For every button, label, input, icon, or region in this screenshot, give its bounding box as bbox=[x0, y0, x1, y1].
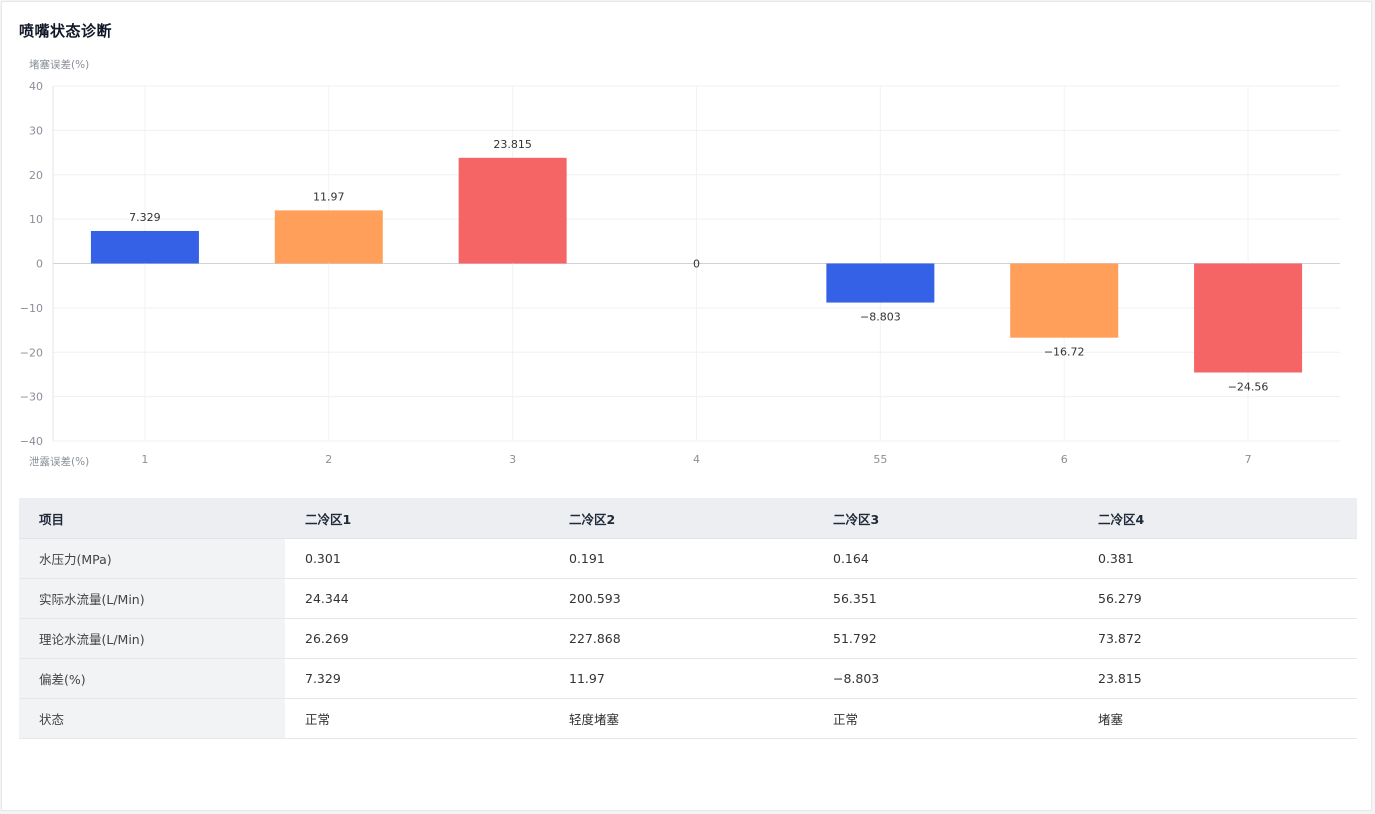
table-cell: 227.868 bbox=[549, 618, 813, 659]
table-cell: 0.301 bbox=[285, 538, 549, 579]
y-tick-label: −10 bbox=[20, 302, 43, 315]
row-label-status: 状态 bbox=[19, 698, 285, 739]
table-cell: 0.164 bbox=[813, 538, 1078, 579]
table-cell: 26.269 bbox=[285, 618, 549, 659]
table-row: 实际水流量(L/Min) 24.344 200.593 56.351 56.27… bbox=[19, 578, 1357, 619]
data-label: 23.815 bbox=[493, 138, 532, 151]
data-label: 7.329 bbox=[129, 211, 161, 224]
table-row: 状态 正常 轻度堵塞 正常 堵塞 bbox=[19, 698, 1357, 739]
column-header-zone4: 二冷区4 bbox=[1078, 498, 1357, 539]
table-row: 偏差(%) 7.329 11.97 −8.803 23.815 bbox=[19, 658, 1357, 699]
x-tick-label: 2 bbox=[325, 453, 332, 466]
table-row: 理论水流量(L/Min) 26.269 227.868 51.792 73.87… bbox=[19, 618, 1357, 659]
x-tick-label: 1 bbox=[141, 453, 148, 466]
nozzle-data-table: 项目 二冷区1 二冷区2 二冷区3 二冷区4 水压力(MPa) 0.301 0.… bbox=[19, 498, 1357, 739]
bar-7[interactable] bbox=[1194, 263, 1303, 373]
x-tick-label: 55 bbox=[873, 453, 887, 466]
table-cell: 23.815 bbox=[1078, 658, 1357, 699]
table-cell: 56.279 bbox=[1078, 578, 1357, 619]
bar-55[interactable] bbox=[826, 263, 935, 303]
x-axis-title: 泄露误差(%) bbox=[29, 455, 89, 468]
chart-grid bbox=[52, 85, 1340, 442]
y-axis-title: 堵塞误差(%) bbox=[29, 58, 89, 71]
data-label: −24.56 bbox=[1228, 380, 1269, 393]
table-cell: 73.872 bbox=[1078, 618, 1357, 659]
x-tick-label: 3 bbox=[509, 453, 516, 466]
column-header-item: 项目 bbox=[19, 498, 285, 539]
table-cell: 200.593 bbox=[549, 578, 813, 619]
table-cell: 0.381 bbox=[1078, 538, 1357, 579]
table-header-row: 项目 二冷区1 二冷区2 二冷区3 二冷区4 bbox=[19, 498, 1357, 539]
row-label-actual-flow: 实际水流量(L/Min) bbox=[19, 578, 285, 619]
table-cell: 正常 bbox=[813, 698, 1078, 739]
bar-6[interactable] bbox=[1010, 263, 1119, 338]
row-label-deviation: 偏差(%) bbox=[19, 658, 285, 699]
chart-bars bbox=[90, 157, 1303, 373]
data-label: −16.72 bbox=[1044, 346, 1085, 359]
column-header-zone3: 二冷区3 bbox=[813, 498, 1078, 539]
column-header-zone1: 二冷区1 bbox=[285, 498, 549, 539]
bar-2[interactable] bbox=[274, 210, 383, 264]
y-tick-label: 0 bbox=[36, 258, 43, 271]
table-cell: −8.803 bbox=[813, 658, 1078, 699]
y-tick-label: 30 bbox=[29, 124, 43, 137]
data-label: 0 bbox=[693, 258, 700, 271]
data-label: 11.97 bbox=[313, 190, 345, 203]
x-tick-label: 6 bbox=[1061, 453, 1068, 466]
column-header-zone2: 二冷区2 bbox=[549, 498, 813, 539]
table-cell: 24.344 bbox=[285, 578, 549, 619]
y-tick-label: 20 bbox=[29, 169, 43, 182]
table-cell: 堵塞 bbox=[1078, 698, 1357, 739]
bar-chart-svg: 40 30 20 10 0 −10 −20 −30 −40 1 2 3 4 55 6 7 7.329 11.97 2… bbox=[20, 58, 1340, 468]
row-label-water-pressure: 水压力(MPa) bbox=[19, 538, 285, 579]
table-cell: 0.191 bbox=[549, 538, 813, 579]
row-label-theoretical-flow: 理论水流量(L/Min) bbox=[19, 618, 285, 659]
bar-3[interactable] bbox=[458, 157, 567, 264]
x-tick-label: 7 bbox=[1245, 453, 1252, 466]
panel-title: 喷嘴状态诊断 bbox=[19, 22, 113, 40]
table-row: 水压力(MPa) 0.301 0.191 0.164 0.381 bbox=[19, 538, 1357, 579]
table-cell: 56.351 bbox=[813, 578, 1078, 619]
y-tick-label: −40 bbox=[20, 435, 43, 448]
data-label: −8.803 bbox=[860, 311, 901, 324]
table-cell: 11.97 bbox=[549, 658, 813, 699]
y-tick-label: −30 bbox=[20, 391, 43, 404]
nozzle-error-chart: 40 30 20 10 0 −10 −20 −30 −40 1 2 3 4 55 6 7 7.329 11.97 2… bbox=[2, 2, 1373, 482]
table-cell: 正常 bbox=[285, 698, 549, 739]
table-cell: 轻度堵塞 bbox=[549, 698, 813, 739]
y-tick-label: 40 bbox=[29, 80, 43, 93]
x-tick-label: 4 bbox=[693, 453, 700, 466]
chart-labels: 40 30 20 10 0 −10 −20 −30 −40 1 2 3 4 55 6 7 7.329 11.97 2… bbox=[20, 80, 1269, 466]
y-tick-label: 10 bbox=[29, 213, 43, 226]
bar-1[interactable] bbox=[90, 230, 199, 264]
table-cell: 7.329 bbox=[285, 658, 549, 699]
y-tick-label: −20 bbox=[20, 346, 43, 359]
table-cell: 51.792 bbox=[813, 618, 1078, 659]
